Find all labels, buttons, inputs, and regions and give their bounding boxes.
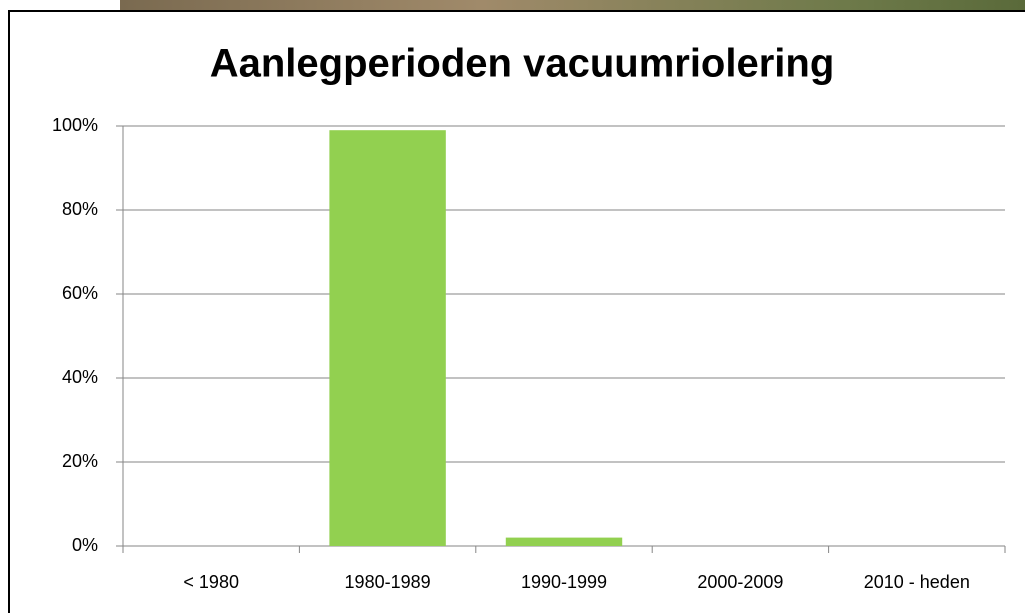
y-tick-label: 80% xyxy=(62,199,98,219)
x-tick-label: < 1980 xyxy=(183,572,239,592)
chart-frame xyxy=(8,10,1025,613)
bar xyxy=(505,537,623,546)
chart-title: Aanlegperioden vacuumriolering xyxy=(210,42,835,86)
x-tick-label: 2010 - heden xyxy=(864,572,970,592)
bar xyxy=(329,130,446,546)
x-tick-label: 2000-2009 xyxy=(697,572,783,592)
x-tick-label: 1980-1989 xyxy=(345,572,431,592)
y-tick-label: 20% xyxy=(62,451,98,471)
y-tick-label: 40% xyxy=(62,367,98,387)
y-tick-label: 60% xyxy=(62,283,98,303)
x-tick-label: 1990-1999 xyxy=(521,572,607,592)
y-tick-label: 0% xyxy=(72,535,98,555)
y-tick-label: 100% xyxy=(52,115,98,135)
